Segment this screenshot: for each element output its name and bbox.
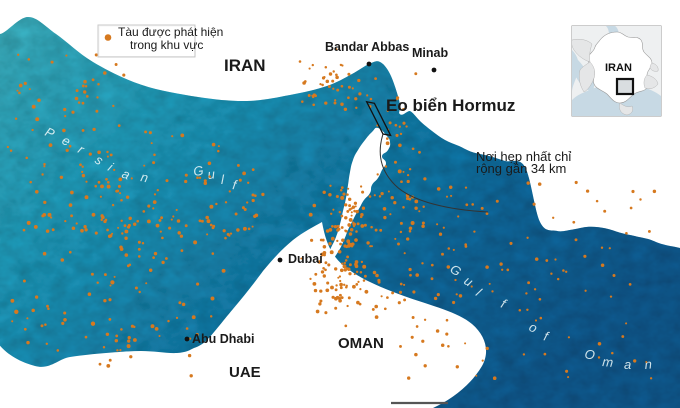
svg-text:trong khu vực: trong khu vực	[130, 38, 203, 52]
svg-text:OMAN: OMAN	[338, 335, 384, 352]
svg-text:IRAN: IRAN	[224, 56, 266, 75]
svg-text:Abu Dhabi: Abu Dhabi	[192, 332, 255, 346]
svg-text:G: G	[192, 163, 204, 179]
svg-text:Dubai: Dubai	[288, 252, 323, 266]
svg-text:u: u	[207, 166, 216, 182]
svg-text:Eo biển Hormuz: Eo biển Hormuz	[386, 96, 515, 115]
svg-text:Bandar Abbas: Bandar Abbas	[325, 40, 409, 54]
svg-text:Minab: Minab	[412, 46, 448, 60]
svg-text:Tàu được phát hiện: Tàu được phát hiện	[118, 25, 223, 39]
svg-text:rộng gần 34 km: rộng gần 34 km	[476, 161, 566, 176]
svg-text:a: a	[624, 357, 631, 372]
svg-text:m: m	[602, 354, 614, 370]
svg-text:UAE: UAE	[229, 364, 261, 381]
svg-text:n: n	[644, 356, 653, 372]
svg-text:IRAN: IRAN	[605, 62, 632, 74]
